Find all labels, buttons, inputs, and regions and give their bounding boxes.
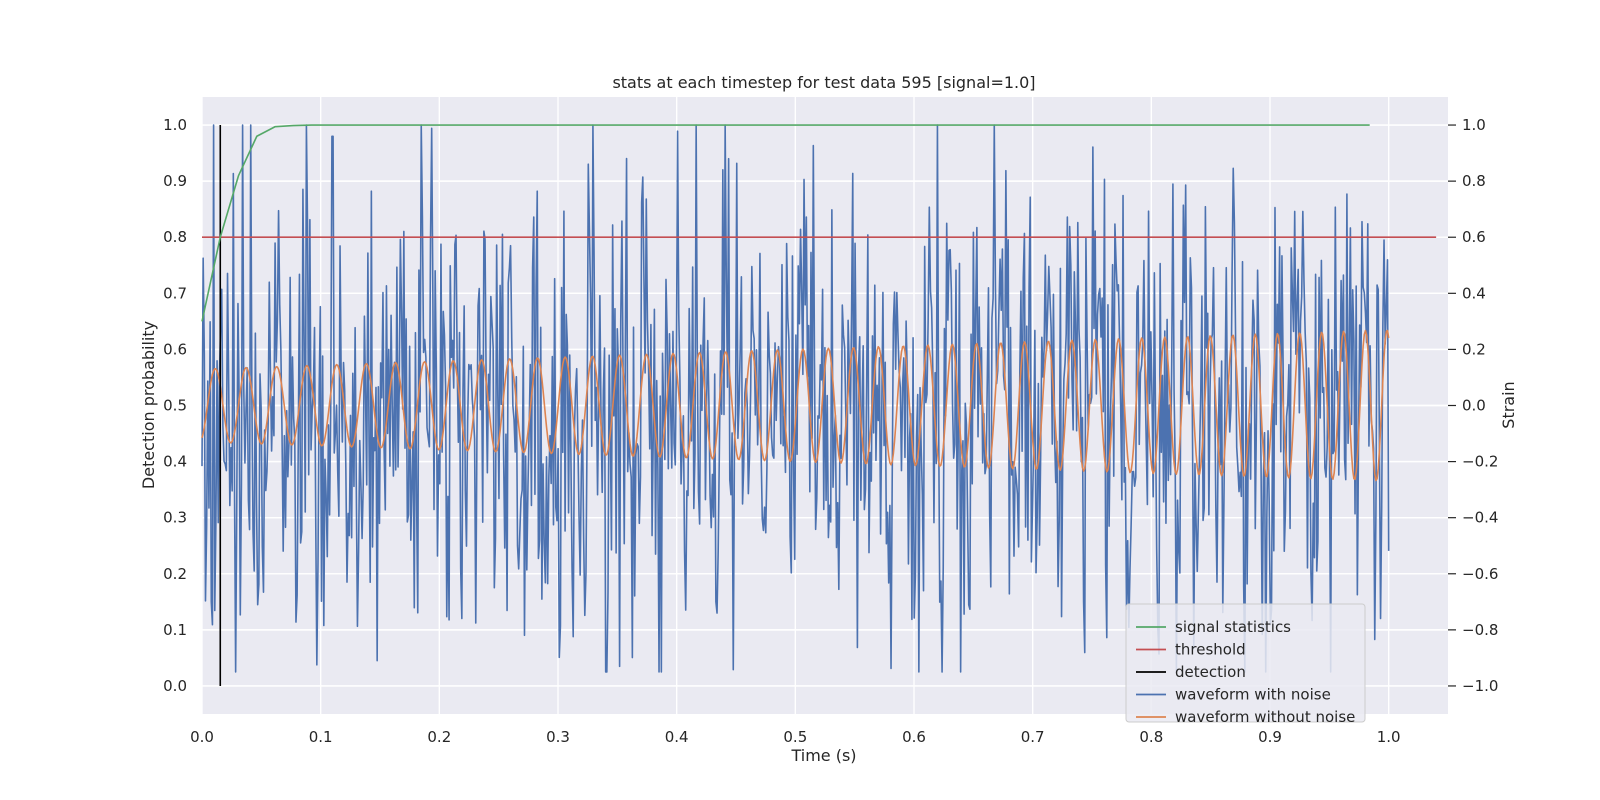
legend-box — [1125, 603, 1366, 723]
y2-tick-label: 0.8 — [1462, 172, 1486, 190]
y2-tick-label: 0.4 — [1462, 284, 1486, 302]
legend-label: waveform without noise — [1175, 708, 1355, 726]
y-tick-label: 0.3 — [163, 509, 187, 527]
y2-tick-label: −0.8 — [1462, 621, 1498, 639]
y-tick-label: 0.6 — [163, 340, 187, 358]
legend: signal statistics threshold detection wavef… — [1125, 603, 1366, 726]
y2-tick-label: 0.6 — [1462, 228, 1486, 246]
x-tick-label: 0.9 — [1258, 728, 1282, 746]
legend-label: signal statistics — [1175, 618, 1291, 636]
x-tick-label: 0.5 — [783, 728, 807, 746]
y2-tick-label: −0.6 — [1462, 565, 1498, 583]
y-tick-label: 0.4 — [163, 453, 187, 471]
y2-axis-title: Strain — [1499, 381, 1518, 428]
y-tick-label: 0.7 — [163, 284, 187, 302]
legend-label: threshold — [1175, 641, 1246, 659]
y2-tick-label: −0.4 — [1462, 509, 1498, 527]
chart-title: stats at each timestep for test data 595… — [612, 73, 1035, 92]
x-tick-label: 0.1 — [309, 728, 333, 746]
y-axis-title: Detection probability — [139, 321, 158, 489]
x-tick-label: 0.6 — [902, 728, 926, 746]
y2-tick-label: 0.0 — [1462, 397, 1486, 415]
y-tick-label: 0.9 — [163, 172, 187, 190]
y-tick-label: 1.0 — [163, 116, 187, 134]
y2-tick-label: −1.0 — [1462, 677, 1498, 695]
x-tick-label: 0.2 — [427, 728, 451, 746]
y-tick-label: 0.0 — [163, 677, 187, 695]
y-tick-label: 0.8 — [163, 228, 187, 246]
series-line-signal-statistics — [201, 124, 1370, 322]
legend-label: detection — [1175, 663, 1246, 681]
y2-tick-label: 1.0 — [1462, 116, 1486, 134]
series-line-waveform-with-noise — [201, 124, 1390, 673]
x-axis-title: Time (s) — [790, 746, 856, 765]
y2-tick-label: 0.2 — [1462, 340, 1486, 358]
y-tick-label: 0.2 — [163, 565, 187, 583]
series — [201, 124, 1437, 686]
y-tick-label: 0.5 — [163, 397, 187, 415]
x-tick-label: 0.4 — [665, 728, 689, 746]
x-tick-label: 1.0 — [1377, 728, 1401, 746]
x-tick-label: 0.7 — [1021, 728, 1045, 746]
y-tick-label: 0.1 — [163, 621, 187, 639]
x-tick-label: 0.3 — [546, 728, 570, 746]
y2-tick-label: −0.2 — [1462, 453, 1498, 471]
axes: 0.0 0.1 0.2 0.3 0.4 0.5 0.6 0.7 0.8 0.9 1.0 0.0 0.1 0… — [163, 116, 1498, 746]
x-tick-label: 0.8 — [1139, 728, 1163, 746]
series-line-waveform-without-noise — [201, 329, 1390, 482]
legend-label: waveform with noise — [1175, 686, 1331, 704]
x-tick-label: 0.0 — [190, 728, 214, 746]
